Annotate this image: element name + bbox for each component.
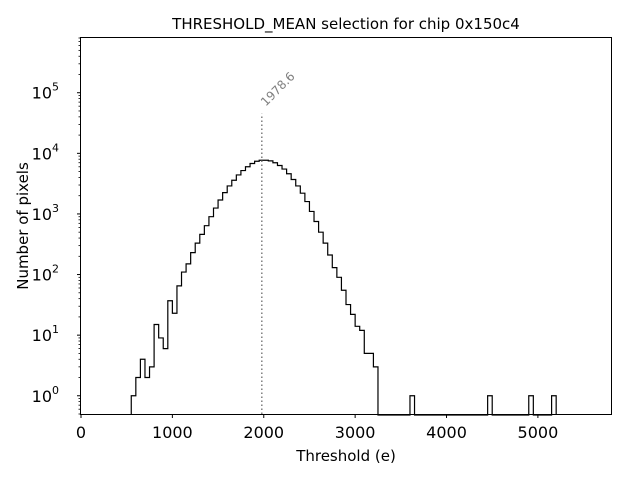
y-tick-label: 105 <box>32 81 59 103</box>
x-tick-label: 3000 <box>335 423 376 442</box>
y-tick-label: 101 <box>32 323 59 345</box>
x-tick-label: 5000 <box>518 423 559 442</box>
x-tick-label: 0 <box>76 423 86 442</box>
x-tick-label: 4000 <box>426 423 467 442</box>
histogram-step <box>130 159 557 416</box>
x-axis-label: Threshold (e) <box>295 447 396 465</box>
y-tick-label: 104 <box>32 141 59 163</box>
y-tick-label: 100 <box>32 384 59 406</box>
y-tick-label: 102 <box>32 263 59 285</box>
y-axis-label: Number of pixels <box>14 162 32 290</box>
x-tick-label: 2000 <box>243 423 284 442</box>
y-tick-label: 103 <box>32 202 59 224</box>
mean-annotation: 1978.6 <box>258 69 298 109</box>
chart-title: THRESHOLD_MEAN selection for chip 0x150c… <box>171 15 520 34</box>
x-tick-label: 1000 <box>152 423 193 442</box>
plot-frame <box>80 37 612 415</box>
